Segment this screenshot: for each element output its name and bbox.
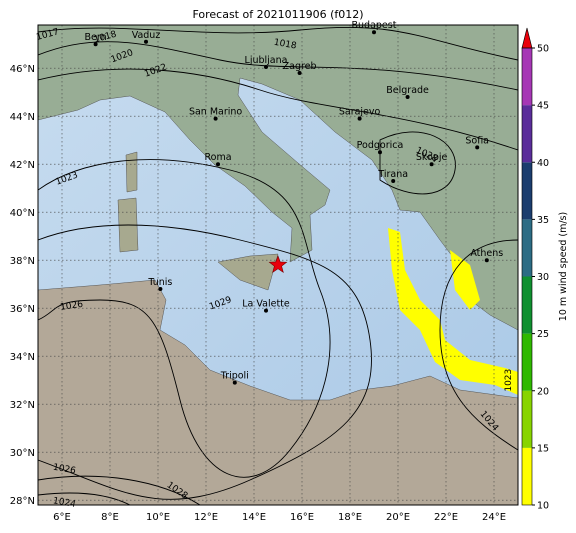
colorbar-segment	[522, 447, 532, 505]
isobar-label: 1026	[52, 463, 77, 477]
city-label: Roma	[204, 152, 231, 163]
city-label: Sarajevo	[339, 107, 381, 118]
lat-tick-label: 40°N	[10, 208, 35, 219]
city-marker	[264, 308, 268, 313]
city-marker	[144, 39, 148, 44]
graticule: 6°E 8°E 10°E 12°E 14°E 16°E 18°E 20°E 22°E 24°E 28…	[10, 25, 518, 523]
city-label: Belgrade	[386, 85, 429, 96]
city-label: Tirana	[377, 169, 408, 180]
lon-tick-label: 14°E	[242, 512, 266, 523]
colorbar-segment	[522, 48, 532, 106]
city-label: Tunis	[147, 277, 172, 288]
lat-tick-label: 42°N	[10, 160, 35, 171]
colorbar-tick-label: 40	[537, 158, 549, 169]
colorbar-segment	[522, 390, 532, 448]
colorbar-segment	[522, 162, 532, 220]
colorbar-tick-label: 35	[537, 215, 549, 226]
lat-tick-label: 34°N	[10, 352, 35, 363]
city-label: La Valette	[242, 299, 290, 310]
lon-tick-label: 22°E	[434, 512, 458, 523]
city-marker	[213, 116, 218, 121]
wind-speed-patch	[388, 228, 518, 395]
city-marker	[378, 150, 382, 155]
lon-tick-label: 16°E	[290, 512, 314, 523]
city-marker	[484, 258, 489, 263]
lat-tick-label: 46°N	[10, 64, 35, 75]
lat-tick-label: 30°N	[10, 448, 35, 459]
city-marker	[475, 145, 480, 150]
colorbar-tick-label: 15	[537, 443, 549, 454]
lon-tick-label: 20°E	[386, 512, 410, 523]
isobar-label: 1026	[60, 300, 84, 313]
city-label: Bern	[85, 32, 107, 43]
lon-tick-label: 6°E	[53, 512, 71, 523]
city-label: Vaduz	[132, 30, 161, 41]
colorbar-tick-label: 45	[537, 101, 549, 112]
lon-tick-label: 10°E	[146, 512, 170, 523]
wind-speed-patch	[450, 250, 480, 310]
colorbar-extension	[521, 27, 533, 49]
city-marker	[158, 287, 163, 291]
map-frame	[37, 24, 519, 506]
city-label: Athens	[470, 248, 503, 259]
city-marker	[405, 95, 410, 99]
city-label: Sofia	[465, 135, 489, 146]
city-marker	[232, 380, 237, 385]
city-label: San Marino	[189, 107, 242, 118]
city-label: Podgorica	[357, 140, 404, 151]
city-marker	[372, 30, 376, 35]
lat-tick-label: 32°N	[10, 400, 35, 411]
colorbar-tick-label: 25	[537, 329, 549, 340]
colorbar-label: 10 m wind speed (m/s)	[558, 212, 569, 321]
city-marker	[93, 42, 98, 47]
colorbar-segment	[522, 105, 532, 163]
colorbar-tick-label: 50	[537, 44, 549, 55]
lat-tick-label: 44°N	[10, 112, 35, 123]
land-corsica	[125, 151, 138, 193]
city-marker	[429, 162, 434, 167]
city-marker	[357, 116, 362, 121]
isobar-label: 1023	[504, 369, 514, 392]
colorbar: 10 15 20 25 30 35 40 45 50 10 m wind speed (m/s)	[521, 27, 569, 512]
colorbar-segment	[522, 219, 532, 277]
colorbar-tick-label: 30	[537, 272, 549, 283]
lon-tick-label: 12°E	[194, 512, 218, 523]
lat-tick-label: 38°N	[10, 256, 35, 267]
land-africa	[38, 279, 518, 505]
location-star	[268, 255, 288, 273]
lon-tick-label: 18°E	[338, 512, 362, 523]
city-label: Tripoli	[220, 371, 249, 382]
lon-tick-label: 24°E	[482, 512, 506, 523]
city-marker	[216, 162, 220, 167]
colorbar-tick-label: 20	[537, 386, 549, 397]
colorbar-segment	[522, 276, 532, 334]
colorbar-segment	[522, 333, 532, 391]
city-marker	[264, 65, 268, 69]
city-label: Ljubljana	[245, 55, 288, 66]
colorbar-tick-label: 10	[537, 501, 549, 512]
city-label: Budapest	[352, 20, 397, 31]
city-marker	[391, 179, 396, 183]
isobar-label: 1024	[52, 496, 77, 510]
lat-tick-label: 28°N	[10, 496, 35, 507]
city-label: Skopje	[416, 152, 448, 163]
map-title: Forecast of 2021011906 (f012)	[192, 8, 363, 21]
lat-tick-label: 36°N	[10, 304, 35, 315]
lon-tick-label: 8°E	[101, 512, 119, 523]
city-label: Zagreb	[283, 61, 317, 72]
city-marker	[297, 71, 302, 75]
isobar-label: 1018	[273, 38, 298, 52]
